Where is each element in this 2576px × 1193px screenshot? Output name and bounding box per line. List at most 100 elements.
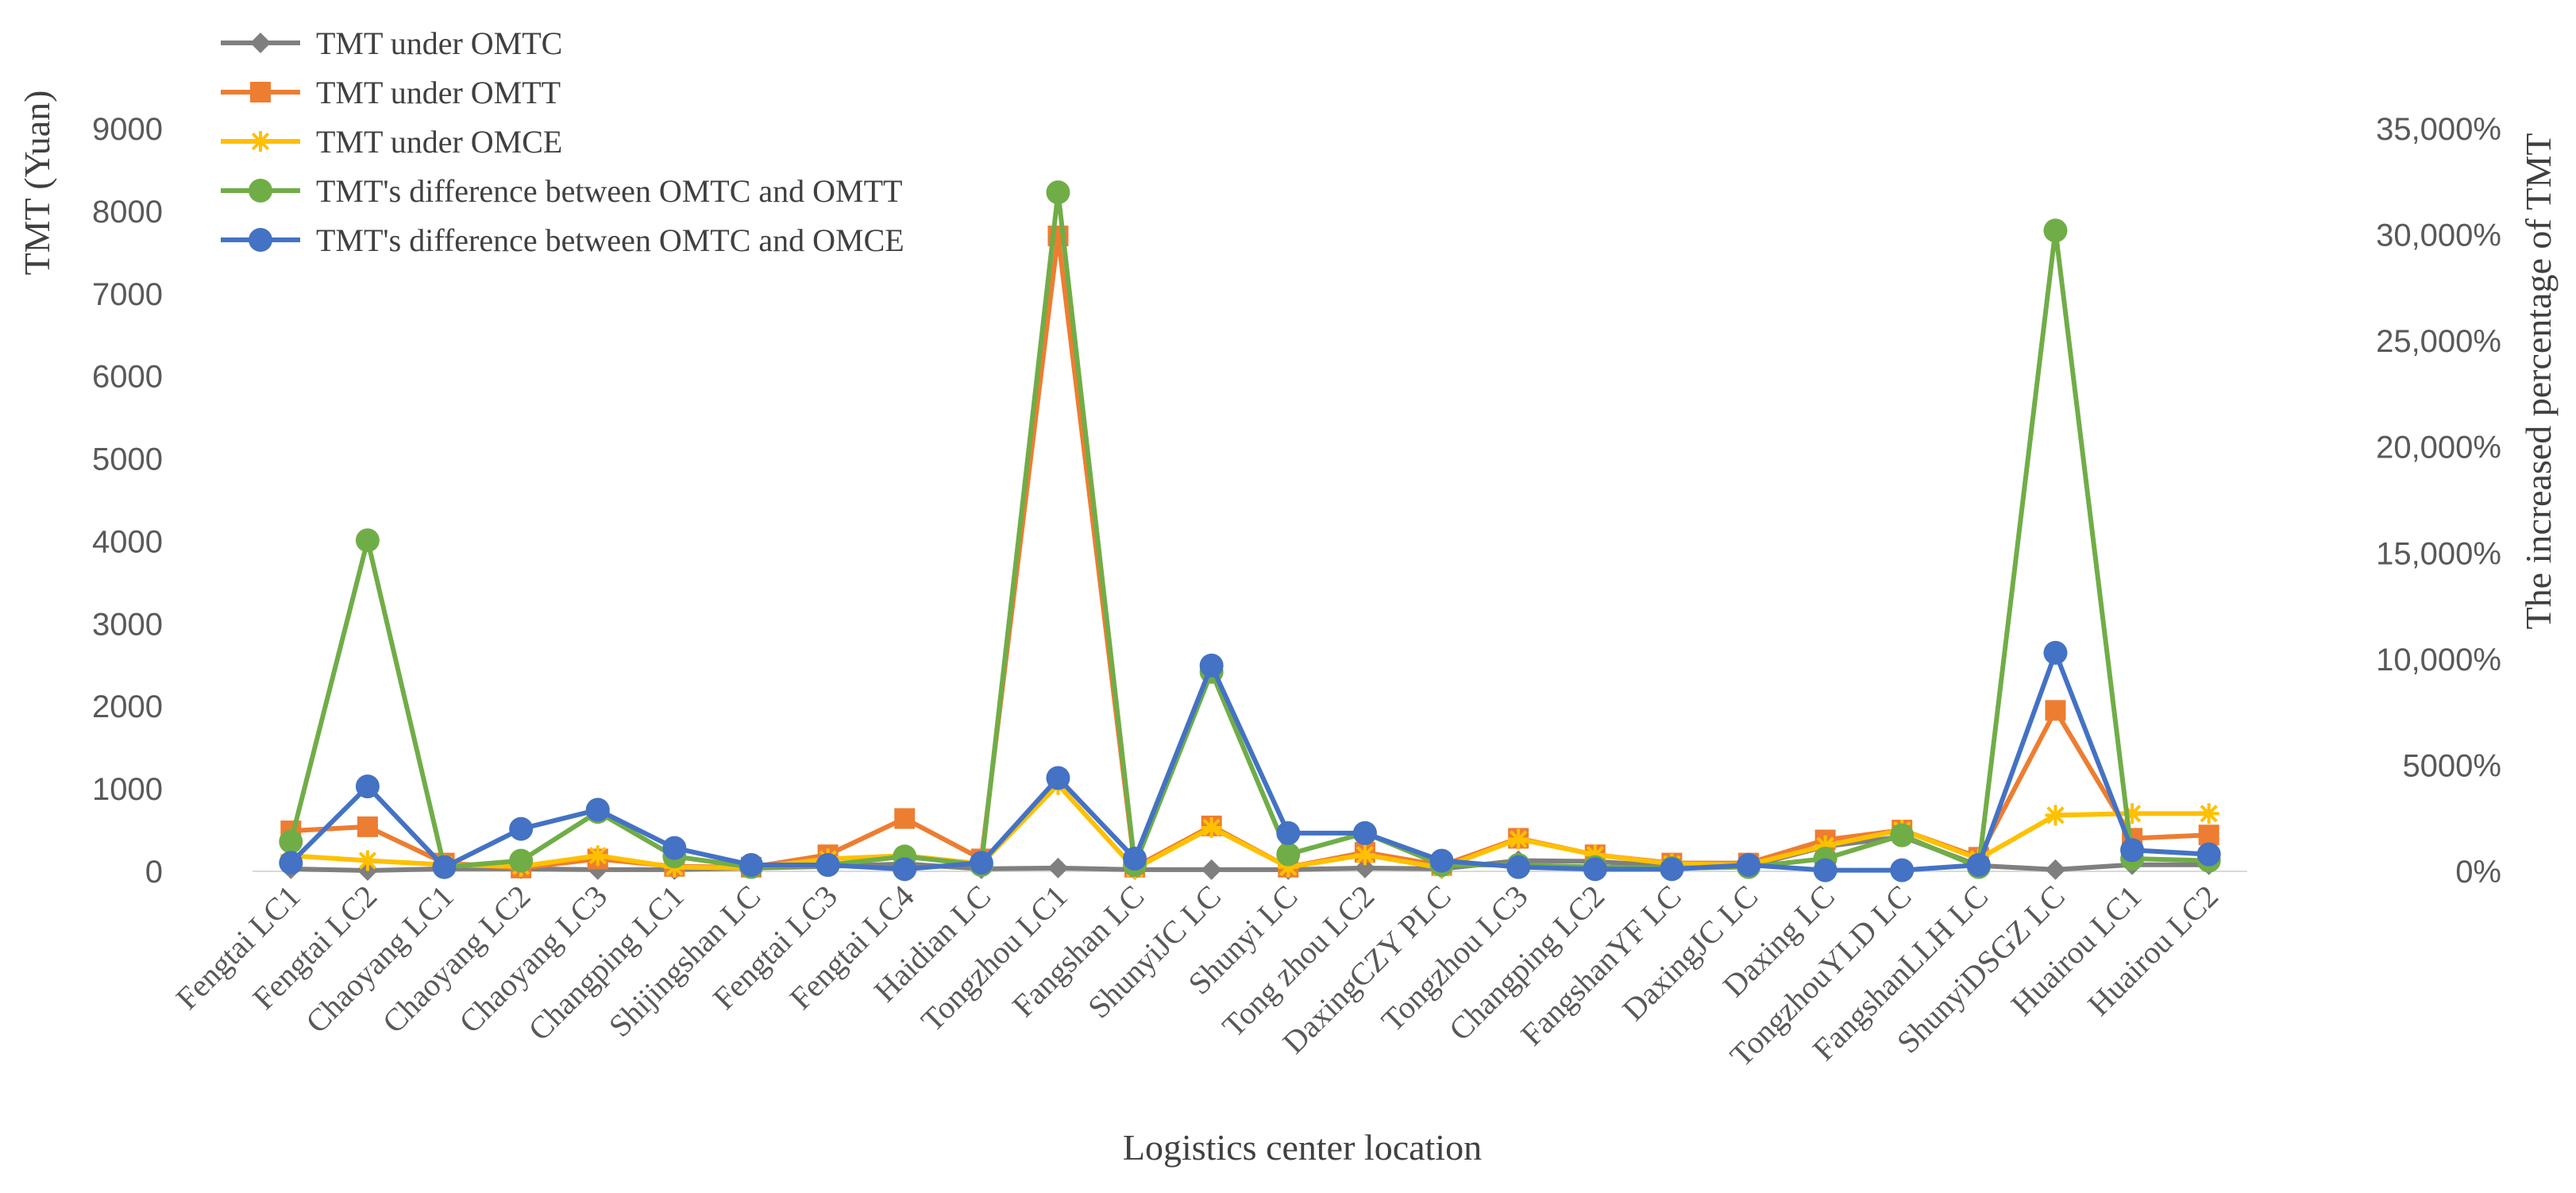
data-point	[2045, 805, 2066, 826]
x-axis-title: Logistics center location	[1123, 1127, 1482, 1168]
left-tick-label: 0	[145, 855, 163, 890]
right-tick-label: 20,000%	[2376, 430, 2501, 465]
data-point	[509, 817, 534, 841]
data-point	[279, 829, 303, 854]
data-point	[1046, 180, 1070, 205]
left-tick-label: 9000	[92, 112, 163, 147]
data-point	[1506, 855, 1531, 879]
data-point	[1354, 857, 1375, 878]
right-tick-label: 35,000%	[2376, 112, 2501, 147]
data-point	[1354, 844, 1375, 866]
left-axis-ticks: 0 1000 2000 3000 4000 5000 6000 7000 8000 9000	[92, 112, 163, 890]
legend-item: TMT's difference between OMTC and OMTT	[221, 173, 902, 209]
data-point	[1429, 848, 1454, 873]
data-point	[1276, 820, 1301, 845]
right-tick-label: 5000%	[2402, 748, 2501, 783]
left-tick-label: 4000	[92, 524, 163, 559]
right-tick-label: 10,000%	[2376, 643, 2501, 678]
data-point	[1278, 856, 1299, 878]
y-axis-title: TMT (Yuan)	[17, 91, 57, 276]
data-point	[250, 82, 271, 102]
legend-item: TMT's difference between OMTC and OMCE	[221, 222, 904, 258]
legend-label: TMT's difference between OMTC and OMCE	[316, 222, 904, 258]
left-tick-label: 5000	[92, 442, 163, 477]
data-point	[893, 857, 917, 882]
left-tick-label: 6000	[92, 360, 163, 395]
data-point	[662, 836, 687, 860]
data-point	[739, 852, 763, 877]
left-tick-label: 3000	[92, 607, 163, 642]
data-point	[1352, 820, 1377, 845]
data-point	[1201, 817, 1222, 838]
data-point	[250, 131, 271, 152]
data-point	[1508, 828, 1529, 850]
left-tick-label: 2000	[92, 689, 163, 724]
legend-label: TMT under OMCE	[316, 124, 562, 160]
legend-label: TMT's difference between OMTC and OMTT	[316, 173, 902, 209]
data-point	[357, 850, 378, 871]
data-point	[1583, 857, 1607, 882]
data-point	[1584, 844, 1606, 866]
right-tick-label: 30,000%	[2376, 218, 2501, 253]
series-1	[280, 826, 2219, 881]
data-point	[2045, 700, 2066, 721]
data-point	[969, 851, 993, 875]
data-point	[249, 179, 272, 203]
data-point	[1890, 823, 1915, 847]
data-point	[1814, 835, 1836, 856]
data-point	[1123, 846, 1147, 871]
series-line	[288, 190, 2209, 871]
right-tick-label: 0%	[2455, 855, 2501, 890]
data-point	[1046, 766, 1070, 790]
data-point	[816, 852, 840, 877]
legend-label: TMT under OMTT	[316, 75, 561, 110]
series-4	[279, 180, 2221, 880]
data-point	[1813, 858, 1838, 882]
series-2	[280, 226, 2219, 878]
data-point	[1276, 842, 1301, 867]
series-line	[291, 782, 2209, 871]
data-point	[432, 855, 457, 879]
data-point	[894, 808, 916, 829]
series-line	[289, 650, 2209, 873]
series-line	[291, 234, 2209, 871]
legend-item: TMT under OMTC	[221, 25, 562, 61]
series-5	[279, 640, 2221, 882]
legend-item: TMT under OMTT	[221, 75, 561, 110]
data-point	[2198, 803, 2219, 824]
legend-item: TMT under OMCE	[221, 124, 562, 160]
data-point	[2198, 824, 2219, 846]
left-tick-label: 7000	[92, 277, 163, 312]
data-point	[250, 33, 271, 53]
data-point	[279, 851, 303, 875]
series-layer	[279, 180, 2221, 882]
data-point	[2122, 803, 2143, 824]
data-point	[2043, 640, 2068, 665]
data-point	[2120, 838, 2145, 863]
right-axis-ticks: 0% 5000% 10,000% 15,000% 20,000% 25,000% 30,00…	[2376, 112, 2501, 890]
data-point	[355, 528, 380, 553]
data-point	[2196, 842, 2221, 867]
data-point	[1737, 852, 1760, 877]
legend-label: TMT under OMTC	[316, 25, 562, 61]
left-tick-label: 1000	[92, 772, 163, 807]
data-point	[355, 774, 380, 799]
data-point	[1199, 653, 1224, 678]
data-point	[249, 228, 272, 252]
data-point	[509, 848, 534, 873]
data-point	[357, 816, 378, 837]
data-point	[2045, 859, 2066, 880]
data-point	[585, 797, 610, 822]
legend: TMT under OMTC TMT under OMTT TMT under OM…	[221, 25, 904, 258]
right-tick-label: 25,000%	[2376, 324, 2501, 359]
right-tick-label: 15,000%	[2376, 536, 2501, 571]
data-point	[1890, 858, 1915, 882]
data-point	[1201, 859, 1222, 880]
left-tick-label: 8000	[92, 195, 163, 230]
data-point	[1966, 852, 1991, 877]
data-point	[587, 845, 608, 867]
data-point	[2043, 218, 2068, 243]
y2-axis-title: The increased percentage of TMT	[2518, 133, 2559, 630]
data-point	[1660, 857, 1684, 882]
